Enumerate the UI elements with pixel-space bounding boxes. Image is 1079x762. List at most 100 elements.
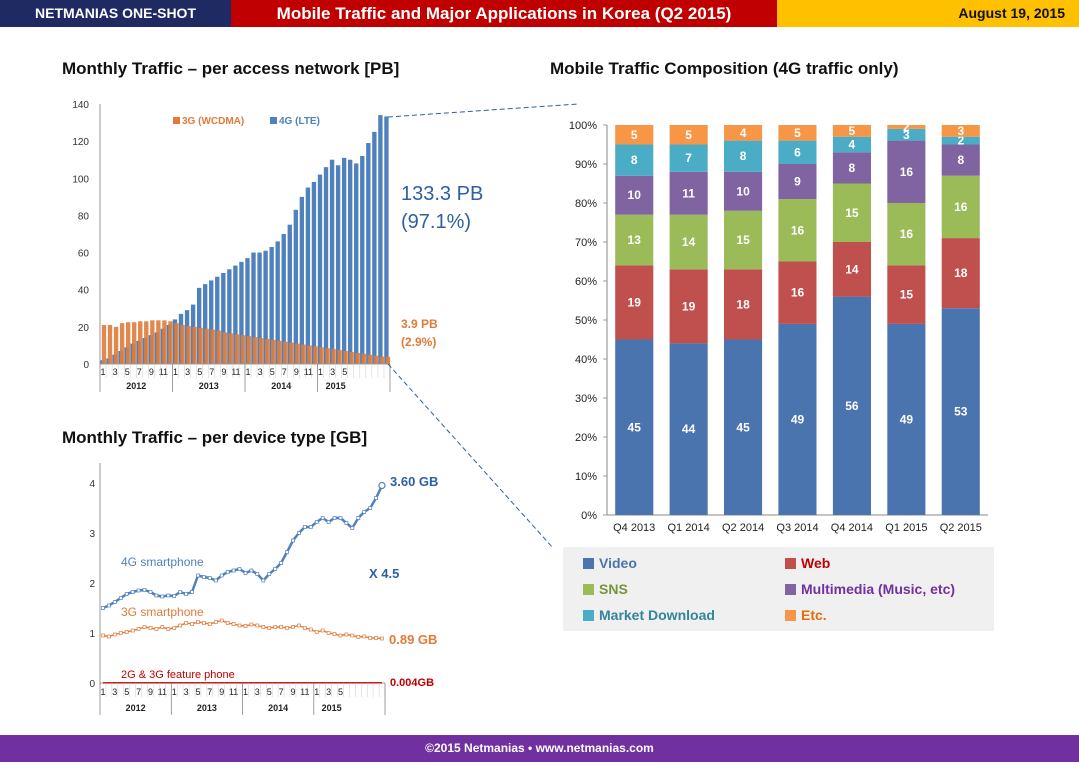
wcdma-bar xyxy=(192,326,197,364)
segment-label-multimedia: 16 xyxy=(900,165,914,179)
series-point xyxy=(362,634,367,639)
wcdma-bar xyxy=(144,321,149,364)
stack-segment-sns xyxy=(832,183,871,242)
series-point xyxy=(243,624,248,628)
series-point xyxy=(160,625,165,629)
value-feature-phone: 0.004GB xyxy=(390,677,434,689)
segment-label-web: 15 xyxy=(900,288,914,302)
lte-bar xyxy=(360,156,365,364)
chart2-month-tick: 7 xyxy=(207,687,212,697)
segment-label-sns: 16 xyxy=(791,223,805,237)
segment-label-web: 18 xyxy=(954,266,968,280)
series-point xyxy=(380,636,384,641)
segment-label-web: 19 xyxy=(628,295,642,309)
wcdma-bar xyxy=(264,338,270,364)
series-point xyxy=(326,631,331,635)
series-point xyxy=(101,633,105,638)
segment-label-market: 8 xyxy=(740,149,747,163)
stack-segment-web xyxy=(615,265,654,340)
chart2-month-tick: 9 xyxy=(219,687,224,697)
chart2-month-tick: 3 xyxy=(184,687,189,697)
wcdma-bar xyxy=(168,321,173,364)
segment-label-multimedia: 8 xyxy=(957,153,964,167)
series-point xyxy=(302,626,307,630)
label-4g-smartphone: 4G smartphone xyxy=(121,555,204,569)
wcdma-bar xyxy=(156,320,161,364)
chart1-ytick: 120 xyxy=(72,137,89,148)
stack-segment-market xyxy=(832,136,871,153)
wcdma-bar xyxy=(270,339,276,364)
wcdma-bar xyxy=(234,334,240,364)
segment-label-video: 56 xyxy=(845,399,859,413)
lte-bar xyxy=(384,116,389,364)
series-point xyxy=(112,600,117,604)
lte-bar xyxy=(203,284,208,364)
series-point xyxy=(112,632,117,637)
wcdma-bar xyxy=(162,320,167,364)
chart1-month-tick: 11 xyxy=(159,367,168,377)
lte-bar xyxy=(317,174,323,364)
series-point xyxy=(101,606,105,610)
lte-bar xyxy=(275,241,280,364)
chart1-month-tick: 3 xyxy=(185,367,190,377)
segment-label-etc: 5 xyxy=(631,128,638,142)
chart3-ytick: 40% xyxy=(575,354,597,366)
lte-share-value: (97.1%) xyxy=(401,211,471,233)
series-point xyxy=(374,496,378,500)
chart1-month-tick: 3 xyxy=(258,367,263,377)
segment-label-sns: 16 xyxy=(954,200,968,214)
wcdma-bar xyxy=(373,355,379,364)
chart3-ytick: 80% xyxy=(575,198,597,210)
lte-bar xyxy=(323,167,329,364)
legend-swatch xyxy=(583,584,594,595)
chart3-ytick: 20% xyxy=(575,432,597,444)
wcdma-total-value: 3.9 PB xyxy=(401,317,438,331)
wcdma-bar xyxy=(313,346,318,364)
chart3-ytick: 90% xyxy=(575,159,597,171)
page-title: Mobile Traffic and Major Applications in… xyxy=(231,0,777,27)
wcdma-bar xyxy=(222,332,227,364)
series-point xyxy=(213,620,218,624)
chart2-ytick: 0 xyxy=(89,679,95,690)
stack-segment-market xyxy=(724,140,763,172)
segment-label-multimedia: 9 xyxy=(794,175,801,189)
series-point xyxy=(225,621,230,625)
stack-segment-sns xyxy=(669,214,708,270)
stack-segment-market xyxy=(615,144,654,176)
chart2-month-tick: 1 xyxy=(243,687,248,697)
chart1-ytick: 80 xyxy=(78,211,90,222)
segment-label-video: 45 xyxy=(628,420,642,434)
chart2-year-label: 2014 xyxy=(268,703,288,713)
series-point xyxy=(237,567,242,571)
series-point xyxy=(219,618,224,623)
segment-label-etc: 2 xyxy=(903,120,910,134)
chart3-ytick: 0% xyxy=(581,510,597,522)
series-point xyxy=(231,622,236,626)
stack-segment-web xyxy=(669,269,708,344)
segment-label-video: 44 xyxy=(682,422,696,436)
stack-segment-etc xyxy=(669,125,708,145)
wcdma-bar xyxy=(216,330,221,364)
chart1-ytick: 40 xyxy=(78,286,90,297)
wcdma-bar xyxy=(228,333,234,364)
chart1-title: Monthly Traffic – per access network [PB… xyxy=(62,59,400,78)
segment-label-etc: 5 xyxy=(849,124,856,138)
legend-swatch xyxy=(785,584,796,595)
lte-bar xyxy=(245,258,250,364)
chart1-ytick: 140 xyxy=(72,100,89,111)
wcdma-bar xyxy=(119,323,125,364)
chart1-year-label: 2012 xyxy=(126,381,146,391)
lte-bar xyxy=(233,265,238,364)
stack-segment-multimedia xyxy=(941,144,980,176)
series-point xyxy=(249,622,254,627)
zoom-connector-bottom xyxy=(387,363,554,549)
legend-multimedia: Multimedia (Music, etc) xyxy=(785,581,955,597)
stack-segment-video xyxy=(724,339,763,515)
series-point xyxy=(243,571,248,575)
series-point xyxy=(273,567,278,571)
wcdma-bar xyxy=(258,338,264,364)
series-point xyxy=(178,623,183,628)
stack-segment-multimedia xyxy=(724,171,763,211)
lte-bar xyxy=(263,250,268,364)
series-point xyxy=(190,622,194,626)
